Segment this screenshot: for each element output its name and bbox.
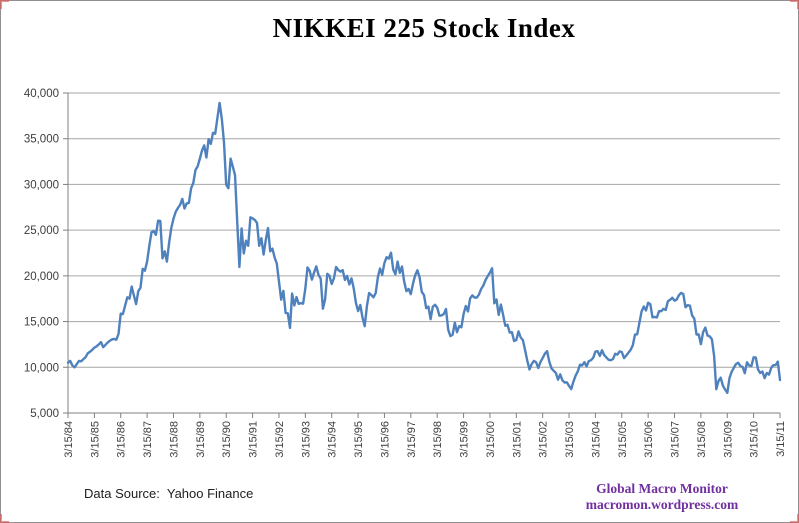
svg-text:3/15/01: 3/15/01 bbox=[511, 421, 523, 458]
svg-text:3/15/04: 3/15/04 bbox=[590, 421, 602, 458]
svg-text:3/15/07: 3/15/07 bbox=[670, 421, 682, 458]
svg-text:3/15/09: 3/15/09 bbox=[722, 421, 734, 458]
svg-text:3/15/06: 3/15/06 bbox=[643, 421, 655, 458]
svg-text:3/15/95: 3/15/95 bbox=[353, 421, 365, 458]
svg-text:3/15/96: 3/15/96 bbox=[379, 421, 391, 458]
svg-text:3/15/90: 3/15/90 bbox=[221, 421, 233, 458]
svg-text:3/15/87: 3/15/87 bbox=[142, 421, 154, 458]
svg-text:30,000: 30,000 bbox=[24, 179, 59, 191]
data-source-note: Data Source: Yahoo Finance bbox=[84, 486, 254, 501]
brand-url[interactable]: macromon.wordpress.com bbox=[585, 496, 739, 512]
brand-name: Global Macro Monitor bbox=[596, 481, 728, 496]
svg-text:3/15/08: 3/15/08 bbox=[696, 421, 708, 458]
svg-text:3/15/99: 3/15/99 bbox=[459, 421, 471, 458]
svg-text:25,000: 25,000 bbox=[24, 225, 59, 237]
svg-text:5,000: 5,000 bbox=[30, 408, 59, 420]
svg-text:40,000: 40,000 bbox=[24, 88, 59, 100]
svg-text:3/15/03: 3/15/03 bbox=[564, 421, 576, 458]
svg-text:3/15/94: 3/15/94 bbox=[327, 421, 339, 458]
svg-text:15,000: 15,000 bbox=[24, 317, 59, 329]
chart-title: NIKKEI 225 Stock Index bbox=[272, 13, 576, 43]
svg-text:3/15/89: 3/15/89 bbox=[195, 421, 207, 458]
svg-text:3/15/85: 3/15/85 bbox=[89, 421, 101, 458]
svg-text:3/15/00: 3/15/00 bbox=[485, 421, 497, 458]
svg-text:3/15/91: 3/15/91 bbox=[248, 421, 260, 458]
svg-text:3/15/05: 3/15/05 bbox=[617, 421, 629, 458]
svg-text:35,000: 35,000 bbox=[24, 134, 59, 146]
svg-text:3/15/92: 3/15/92 bbox=[274, 421, 286, 458]
svg-text:3/15/97: 3/15/97 bbox=[406, 421, 418, 458]
svg-text:3/15/86: 3/15/86 bbox=[116, 421, 128, 458]
svg-text:10,000: 10,000 bbox=[24, 362, 59, 374]
svg-text:3/15/88: 3/15/88 bbox=[168, 421, 180, 458]
svg-text:3/15/84: 3/15/84 bbox=[63, 421, 75, 458]
svg-text:3/15/98: 3/15/98 bbox=[432, 421, 444, 458]
svg-text:3/15/10: 3/15/10 bbox=[749, 421, 761, 458]
brand-block: Global Macro Monitor macromon.wordpress.… bbox=[547, 481, 777, 512]
svg-text:20,000: 20,000 bbox=[24, 271, 59, 283]
svg-text:3/15/93: 3/15/93 bbox=[300, 421, 312, 458]
svg-text:3/15/02: 3/15/02 bbox=[538, 421, 550, 458]
svg-text:3/15/11: 3/15/11 bbox=[775, 421, 787, 457]
